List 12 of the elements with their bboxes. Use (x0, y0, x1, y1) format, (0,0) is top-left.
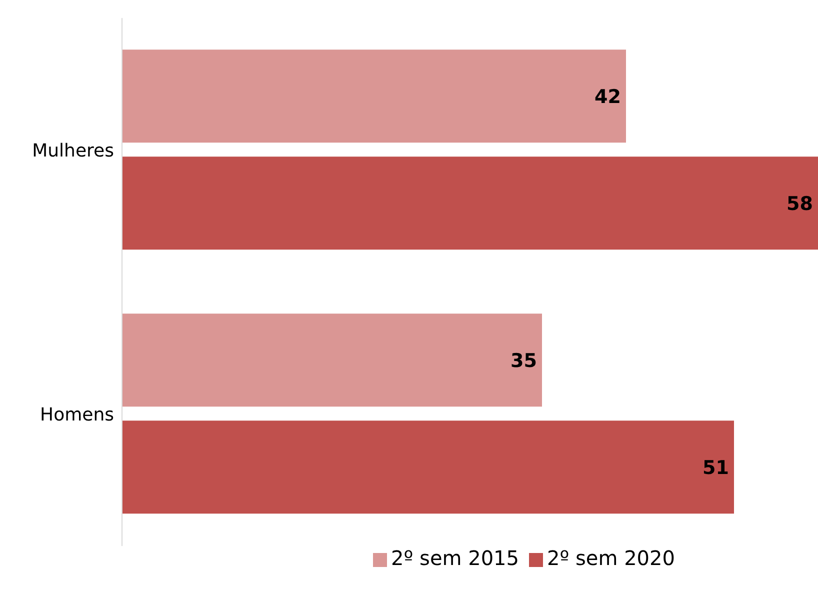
y-tick-label: Mulheres (32, 140, 114, 162)
y-tick-label: Homens (40, 404, 114, 426)
legend-label: 2º sem 2020 (547, 546, 675, 570)
data-label: 51 (702, 456, 729, 479)
bar (122, 420, 734, 514)
data-label: 42 (594, 86, 621, 108)
bar (122, 156, 818, 250)
bar (122, 314, 542, 407)
data-label: 58 (786, 192, 813, 215)
data-label: 35 (510, 350, 537, 372)
legend-label: 2º sem 2015 (391, 546, 519, 570)
bar (122, 50, 626, 143)
